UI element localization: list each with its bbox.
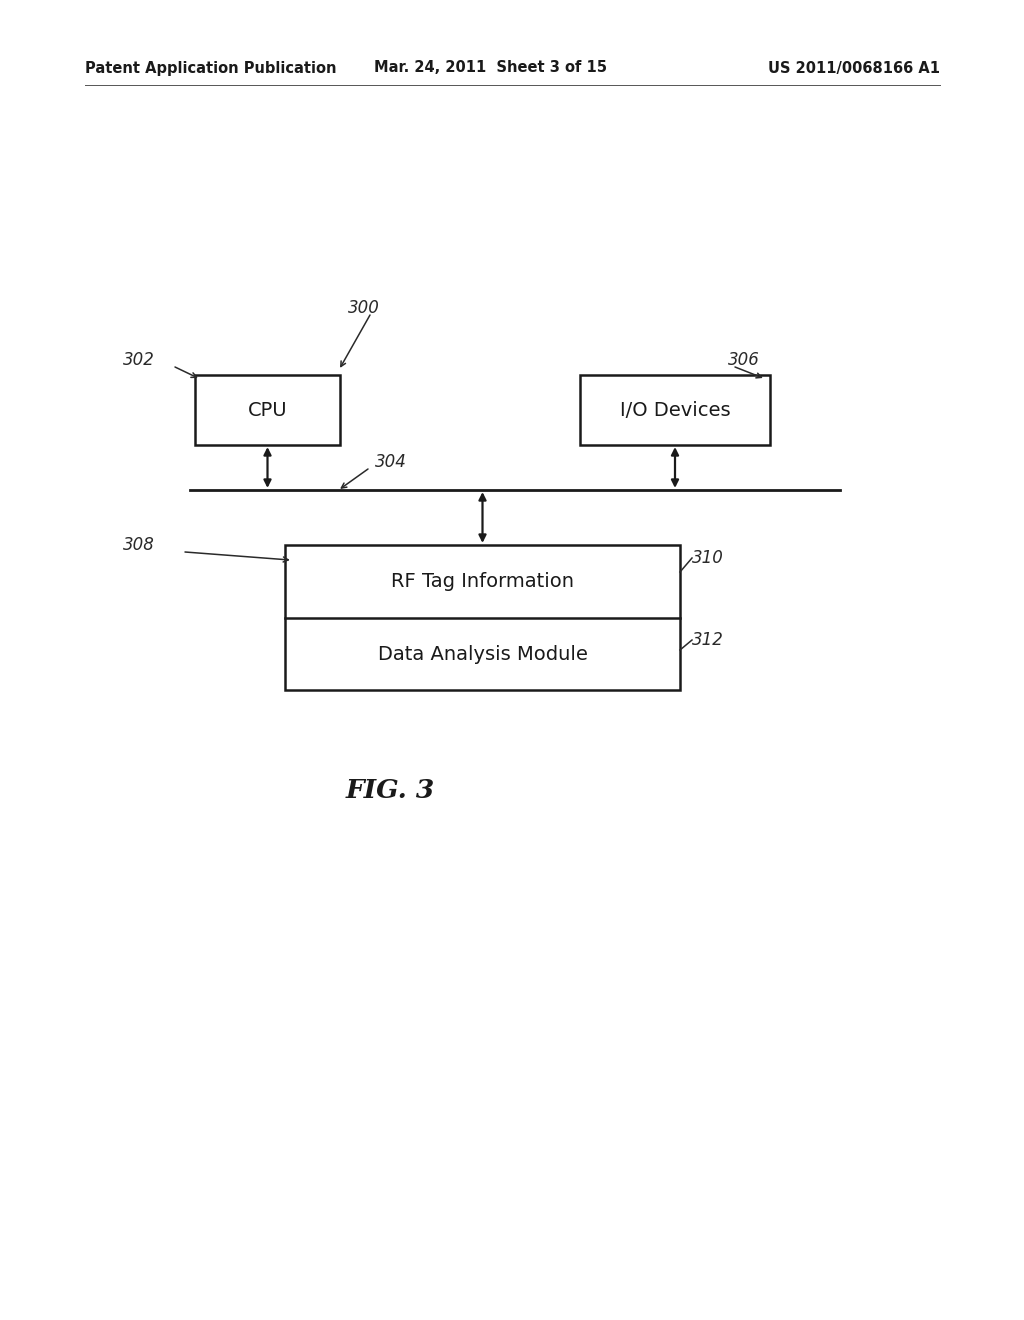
Text: FIG. 3: FIG. 3 (345, 777, 434, 803)
Text: 312: 312 (692, 631, 724, 649)
Text: 304: 304 (375, 453, 407, 471)
Text: US 2011/0068166 A1: US 2011/0068166 A1 (768, 61, 940, 75)
Text: RF Tag Information: RF Tag Information (391, 572, 574, 591)
Text: CPU: CPU (248, 400, 288, 420)
Text: 306: 306 (728, 351, 760, 370)
Text: Mar. 24, 2011  Sheet 3 of 15: Mar. 24, 2011 Sheet 3 of 15 (374, 61, 606, 75)
Text: Patent Application Publication: Patent Application Publication (85, 61, 337, 75)
Text: 302: 302 (123, 351, 155, 370)
Text: I/O Devices: I/O Devices (620, 400, 730, 420)
Bar (195, 375, 340, 445)
Text: Data Analysis Module: Data Analysis Module (378, 644, 588, 664)
Bar (285, 545, 680, 690)
Text: 310: 310 (692, 549, 724, 568)
Bar (580, 375, 770, 445)
Text: 300: 300 (348, 300, 380, 317)
Text: 308: 308 (123, 536, 155, 554)
